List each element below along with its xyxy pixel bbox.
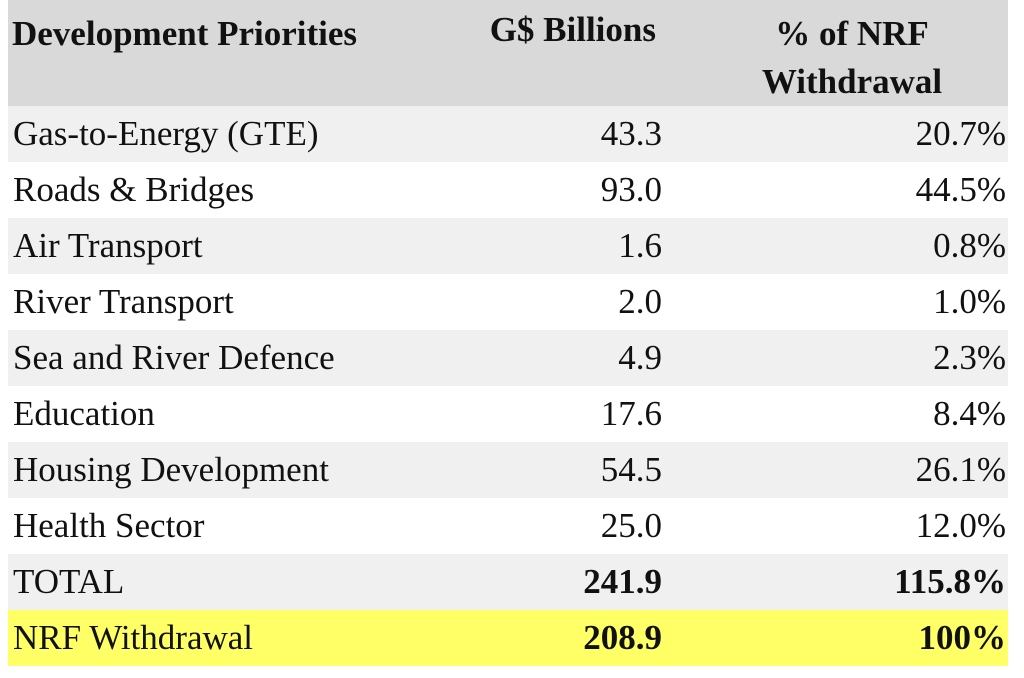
withdrawal-label: NRF Withdrawal [13,618,254,657]
withdrawal-percent: 100% [918,618,1007,657]
row-value: 2.0 [618,282,662,321]
total-value: 241.9 [583,562,662,601]
row-percent: 0.8% [933,226,1006,265]
row-label: Gas-to-Energy (GTE) [13,114,319,153]
row-label: River Transport [13,282,234,321]
row-value: 43.3 [600,114,662,153]
row-percent: 2.3% [933,338,1006,377]
header-row: Development Priorities G$ Billions % of … [8,0,1008,106]
row-label: Education [13,394,155,433]
total-percent: 115.8% [894,562,1006,601]
row-percent: 44.5% [915,170,1006,209]
row-percent: 12.0% [915,506,1006,545]
row-percent: 1.0% [933,282,1006,321]
row-label: Health Sector [13,506,205,545]
table-row: Health Sector 25.0 12.0% [8,498,1008,554]
table-row: Air Transport 1.6 0.8% [8,218,1008,274]
row-label: Air Transport [13,226,203,265]
column-header-priorities: Development Priorities [12,14,358,53]
column-header-percent: % of NRF Withdrawal [761,14,943,101]
table-row: Roads & Bridges 93.0 44.5% [8,162,1008,218]
withdrawal-row: NRF Withdrawal 208.9 100% [8,610,1008,666]
row-value: 93.0 [600,170,662,209]
row-percent: 8.4% [933,394,1006,433]
development-priorities-table: Development Priorities G$ Billions % of … [8,0,1008,666]
table-row: River Transport 2.0 1.0% [8,274,1008,330]
row-percent: 20.7% [915,114,1006,153]
total-row: TOTAL 241.9 115.8% [8,554,1008,610]
table-row: Education 17.6 8.4% [8,386,1008,442]
row-value: 4.9 [618,338,662,377]
row-label: Housing Development [13,450,329,489]
row-label: Roads & Bridges [13,170,255,209]
table-row: Housing Development 54.5 26.1% [8,442,1008,498]
total-label: TOTAL [13,562,125,601]
row-value: 25.0 [600,506,662,545]
table-row: Gas-to-Energy (GTE) 43.3 20.7% [8,106,1008,162]
row-value: 17.6 [600,394,662,433]
row-value: 1.6 [618,226,662,265]
withdrawal-value: 208.9 [583,618,662,657]
row-label: Sea and River Defence [13,338,335,377]
table-row: Sea and River Defence 4.9 2.3% [8,330,1008,386]
row-value: 54.5 [600,450,662,489]
column-header-billions: G$ Billions [489,10,656,49]
row-percent: 26.1% [915,450,1006,489]
